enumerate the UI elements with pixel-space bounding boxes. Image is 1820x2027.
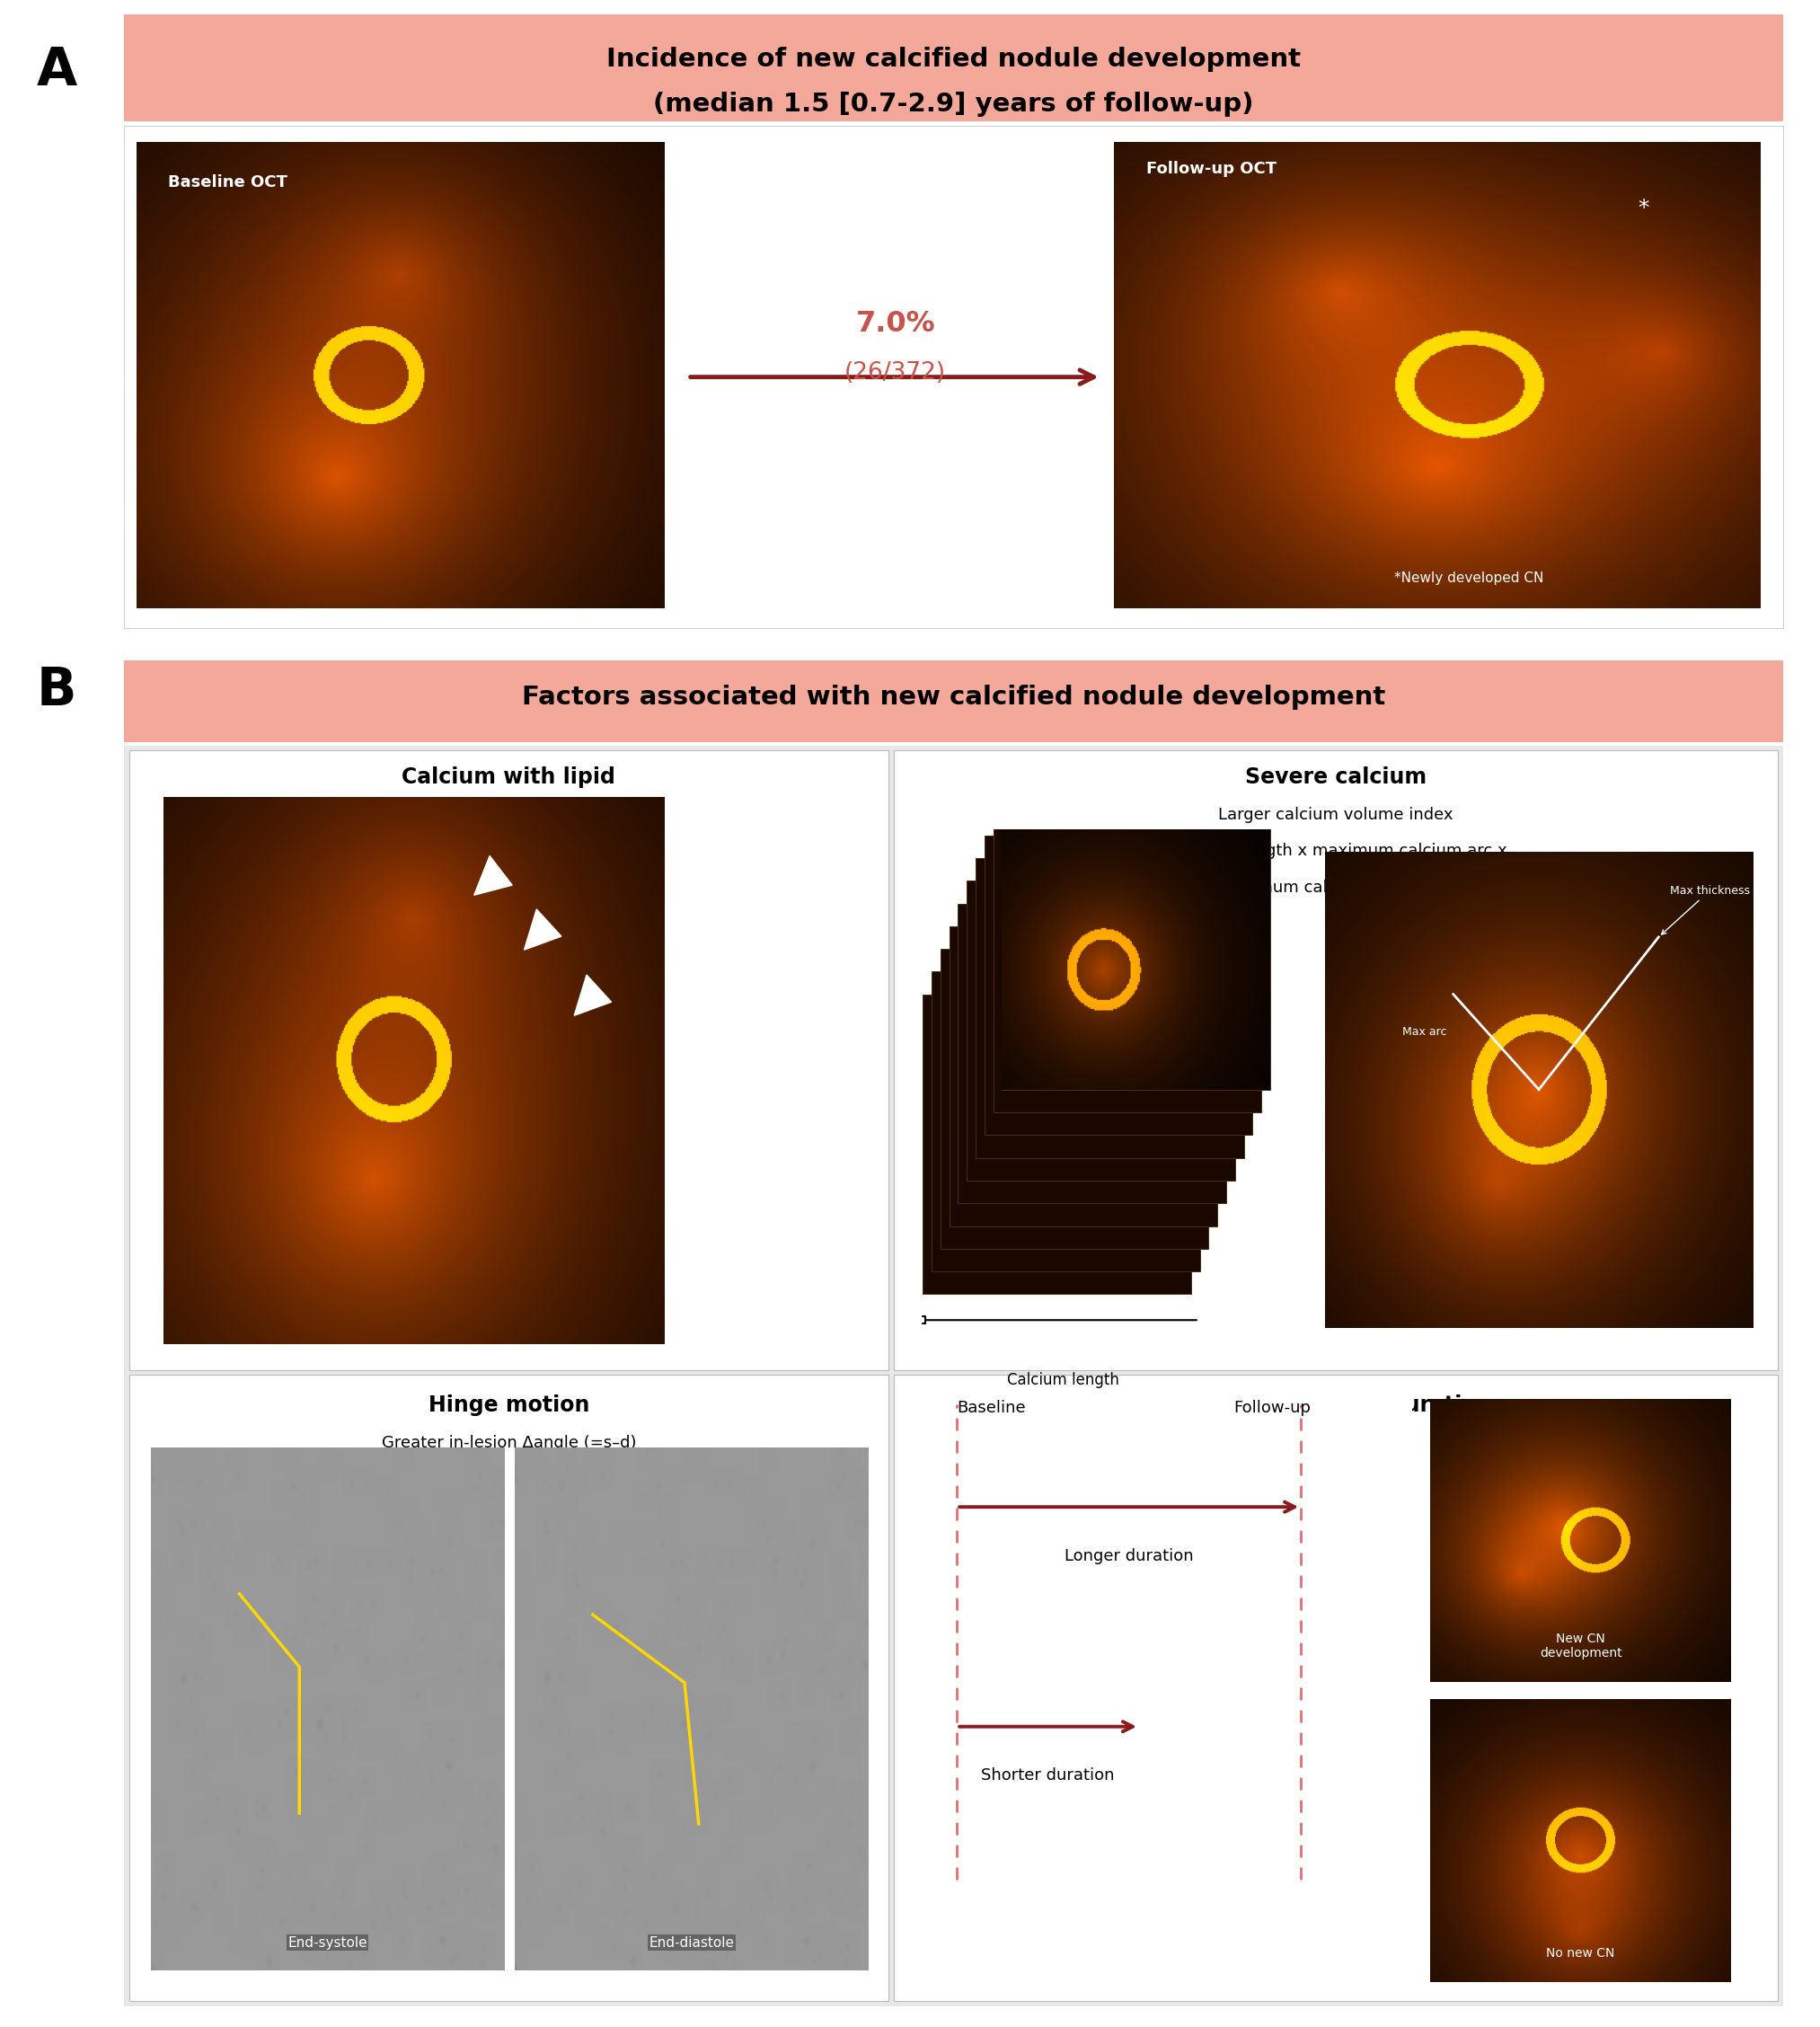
Text: New CN
development: New CN development <box>1540 1632 1622 1660</box>
Text: B: B <box>36 665 76 716</box>
Polygon shape <box>994 813 1261 1113</box>
Text: *: * <box>1638 199 1649 219</box>
Text: Max thickness: Max thickness <box>1662 884 1749 934</box>
Text: Greater in-lesion Δangle (=s–d): Greater in-lesion Δangle (=s–d) <box>382 1435 635 1451</box>
Text: Calcium with lipid: Calcium with lipid <box>402 766 615 789</box>
Text: *Newly developed CN: *Newly developed CN <box>1394 572 1543 586</box>
FancyBboxPatch shape <box>129 1374 888 2001</box>
Text: 7.0%: 7.0% <box>855 310 935 339</box>
Polygon shape <box>1003 791 1270 1091</box>
FancyBboxPatch shape <box>124 126 1784 628</box>
Polygon shape <box>573 975 612 1016</box>
Polygon shape <box>941 949 1208 1249</box>
Text: (median 1.5 [0.7-2.9] years of follow-up): (median 1.5 [0.7-2.9] years of follow-up… <box>653 91 1254 116</box>
Polygon shape <box>473 855 511 896</box>
Polygon shape <box>966 880 1236 1180</box>
Text: (26/372): (26/372) <box>844 361 946 385</box>
Polygon shape <box>524 910 561 951</box>
Polygon shape <box>923 995 1190 1293</box>
Polygon shape <box>976 857 1243 1157</box>
Text: Baseline: Baseline <box>957 1401 1026 1415</box>
Text: Calcium length: Calcium length <box>1006 1372 1119 1388</box>
Text: Longer follow-up duration: Longer follow-up duration <box>1179 1395 1492 1417</box>
Text: Max arc: Max arc <box>1401 1026 1447 1038</box>
Text: Baseline OCT: Baseline OCT <box>167 174 288 191</box>
FancyBboxPatch shape <box>906 1395 1412 1905</box>
FancyBboxPatch shape <box>894 1374 1778 2001</box>
Text: Severe calcium: Severe calcium <box>1245 766 1427 789</box>
FancyBboxPatch shape <box>894 750 1778 1370</box>
Text: Follow-up: Follow-up <box>1234 1401 1310 1415</box>
Text: (Calcium length x maximum calcium arc x: (Calcium length x maximum calcium arc x <box>1165 843 1507 859</box>
Text: End-diastole: End-diastole <box>650 1936 733 1950</box>
Polygon shape <box>950 926 1218 1226</box>
Polygon shape <box>932 971 1199 1271</box>
Text: maximum calcium thickness): maximum calcium thickness) <box>1218 880 1454 896</box>
Text: Shorter duration: Shorter duration <box>981 1768 1114 1784</box>
Text: Calcium with attenuation ( ▲ ): Calcium with attenuation ( ▲ ) <box>386 807 632 823</box>
FancyBboxPatch shape <box>124 746 1784 2007</box>
Text: Longer duration: Longer duration <box>1065 1549 1194 1565</box>
Text: Follow-up OCT: Follow-up OCT <box>1147 160 1276 176</box>
FancyBboxPatch shape <box>124 14 1784 122</box>
Polygon shape <box>985 835 1252 1135</box>
FancyBboxPatch shape <box>124 661 1784 742</box>
Text: End-systole: End-systole <box>288 1936 368 1950</box>
Text: Larger calcium volume index: Larger calcium volume index <box>1218 807 1454 823</box>
Text: Factors associated with new calcified nodule development: Factors associated with new calcified no… <box>522 685 1385 709</box>
Text: No new CN: No new CN <box>1547 1948 1614 1960</box>
FancyBboxPatch shape <box>129 750 888 1370</box>
Text: Hinge motion: Hinge motion <box>428 1395 590 1417</box>
Polygon shape <box>957 904 1227 1204</box>
Text: A: A <box>36 45 76 95</box>
Text: Incidence of new calcified nodule development: Incidence of new calcified nodule develo… <box>606 47 1301 71</box>
